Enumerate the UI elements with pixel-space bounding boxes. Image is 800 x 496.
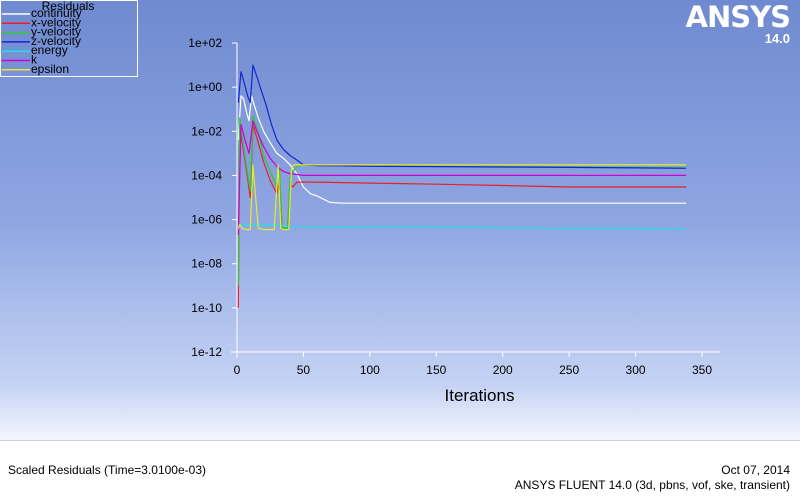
y-tick-label: 1e-02	[191, 124, 222, 138]
ansys-logo: ANSYS 14.0	[686, 2, 791, 46]
residuals-plot: 0 50 100 150 200 250 300 350 1e-12 1e-10 1e-08 1e-0…	[0, 0, 713, 405]
y-tick-label: 1e-12	[191, 345, 222, 359]
y-tick-label: 1e+00	[188, 80, 222, 94]
x-tick-label: 200	[493, 363, 513, 377]
x-tick-label: 300	[626, 363, 646, 377]
y-tick-label: 1e-08	[191, 257, 222, 271]
y-tick-label: 1e-06	[191, 213, 222, 227]
legend-label: y-velocity	[31, 25, 81, 39]
legend-label: continuity	[31, 6, 82, 20]
legend-label: k	[31, 53, 38, 67]
x-tick-label: 100	[360, 363, 380, 377]
legend-box	[0, 0, 138, 77]
legend-label: energy	[31, 43, 68, 57]
series-line-continuity	[237, 95, 687, 204]
series-line-epsilon	[237, 164, 687, 231]
series-line-x-velocity	[237, 123, 687, 308]
x-tick-label: 0	[234, 363, 241, 377]
legend-label: epsilon	[31, 62, 69, 76]
plot-caption: Scaled Residuals (Time=3.0100e-03)	[8, 463, 206, 477]
series-line-z-velocity	[237, 64, 687, 169]
y-tick-label: 1e+02	[188, 36, 222, 50]
series-line-energy	[238, 223, 687, 230]
legend-label: x-velocity	[31, 15, 81, 29]
ansys-logo-name: ANSYS	[685, 0, 791, 34]
series-line-k	[237, 120, 687, 236]
x-tick-label: 150	[426, 363, 446, 377]
x-tick-label: 250	[559, 363, 579, 377]
status-footer: Scaled Residuals (Time=3.0100e-03) Oct 0…	[0, 440, 800, 496]
y-tick-label: 1e-04	[191, 168, 222, 182]
x-tick-label: 350	[692, 363, 712, 377]
legend-label: z-velocity	[31, 34, 81, 48]
solver-info: ANSYS FLUENT 14.0 (3d, pbns, vof, ske, t…	[514, 478, 790, 492]
x-axis-label: Iterations	[445, 386, 515, 405]
y-tick-label: 1e-10	[191, 301, 222, 315]
ansys-logo-version: 14.0	[764, 31, 790, 46]
plot-date: Oct 07, 2014	[721, 463, 790, 477]
x-tick-label: 50	[297, 363, 311, 377]
series-line-y-velocity	[237, 115, 687, 286]
legend-title: Residuals	[42, 0, 95, 13]
